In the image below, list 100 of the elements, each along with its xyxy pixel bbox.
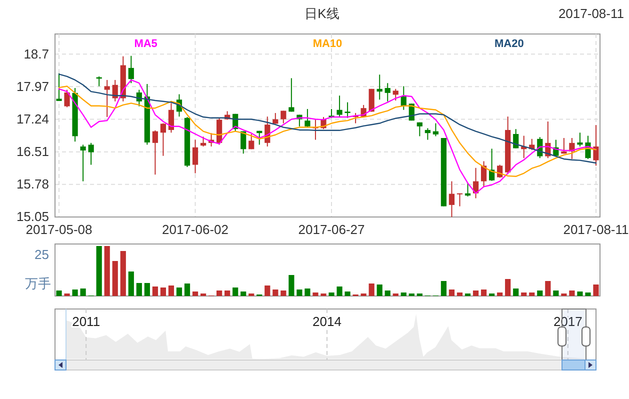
bar <box>521 292 527 296</box>
candlestick <box>344 102 350 118</box>
candlestick <box>577 132 583 147</box>
bar <box>192 292 198 296</box>
y-tick-label: 15.05 <box>16 209 49 224</box>
bar <box>368 284 374 296</box>
bar <box>184 284 190 296</box>
candlestick <box>480 160 487 188</box>
bar <box>104 246 110 296</box>
candlestick <box>168 102 174 134</box>
x-tick-label: 2017-06-27 <box>298 222 365 238</box>
candlestick <box>416 122 422 137</box>
candlestick <box>400 86 406 110</box>
bar <box>56 290 62 296</box>
bar <box>593 284 599 296</box>
bar <box>529 292 535 296</box>
bar <box>553 290 559 296</box>
x-tick-label: 2017-06-02 <box>162 222 229 238</box>
bar <box>344 292 350 296</box>
candlestick <box>200 136 206 147</box>
bar <box>272 290 278 296</box>
candlestick <box>392 88 398 102</box>
bar <box>176 288 182 296</box>
candlestick <box>569 138 575 160</box>
candlestick <box>216 117 222 146</box>
candlestick <box>593 124 599 166</box>
bar <box>400 292 406 296</box>
bar <box>144 283 150 296</box>
candlestick <box>424 128 430 140</box>
bar <box>120 251 126 296</box>
x-tick-label: 2011 <box>72 314 100 329</box>
candlestick <box>376 74 382 100</box>
bar <box>480 290 487 296</box>
bar <box>384 290 390 296</box>
candlestick <box>448 180 455 218</box>
candlestick <box>432 122 439 137</box>
line-series <box>58 74 597 164</box>
bar <box>264 286 270 296</box>
bar <box>296 290 302 296</box>
bar <box>240 292 246 296</box>
bar <box>224 290 230 296</box>
bar <box>336 286 342 296</box>
candlestick <box>128 55 134 84</box>
x-tick-label: 2017-05-08 <box>26 222 92 238</box>
text: MA10 <box>312 38 342 50</box>
candlestick <box>64 89 70 108</box>
candlestick <box>160 122 166 156</box>
bar <box>160 288 166 296</box>
y-tick-label: 16.51 <box>16 144 49 159</box>
x-tick-label: 2017-08-11 <box>563 222 629 238</box>
text: 25 <box>34 247 49 262</box>
chart-title: 日K线 <box>304 6 340 21</box>
candlestick <box>384 82 390 102</box>
bar <box>80 288 86 296</box>
bar <box>585 292 591 296</box>
bar <box>497 292 503 296</box>
candlestick <box>288 78 294 112</box>
candlestick <box>513 128 519 149</box>
candlestick <box>336 95 342 118</box>
bar <box>376 284 382 296</box>
bar <box>304 288 310 296</box>
bar <box>448 290 455 296</box>
candlestick <box>56 72 62 102</box>
bar <box>537 290 543 296</box>
text: MA20 <box>494 38 524 50</box>
y-axis-title: 万手 <box>25 276 51 291</box>
candlestick <box>456 192 463 207</box>
bar <box>152 286 158 296</box>
bar <box>136 283 142 296</box>
candlestick <box>88 142 94 166</box>
y-tick-label: 15.78 <box>16 176 49 192</box>
bar <box>280 290 286 296</box>
chart-subtitle: 2017-08-11 <box>558 6 624 21</box>
text: MA5 <box>134 38 158 50</box>
bar <box>216 290 222 296</box>
bar <box>569 290 575 296</box>
bar <box>545 281 551 296</box>
candlestick <box>304 108 310 128</box>
bar <box>440 281 447 296</box>
bar <box>72 290 78 296</box>
candlestick <box>192 139 198 174</box>
bar <box>128 272 134 296</box>
bar <box>112 261 118 296</box>
bar <box>577 292 583 296</box>
bar <box>513 288 519 296</box>
candlestick <box>152 130 158 176</box>
candlestick <box>248 133 254 150</box>
y-tick-label: 18.7 <box>24 46 49 62</box>
bar <box>96 246 102 296</box>
candlestick <box>280 110 286 124</box>
bar <box>232 288 238 296</box>
bar <box>328 292 334 296</box>
candlestick <box>112 79 118 102</box>
bar <box>505 279 511 296</box>
bar <box>312 292 318 296</box>
y-tick-label: 17.24 <box>16 111 49 126</box>
bar <box>288 275 294 296</box>
y-tick-label: 17.97 <box>16 78 49 94</box>
candlestick <box>104 79 110 118</box>
bar <box>456 292 463 296</box>
